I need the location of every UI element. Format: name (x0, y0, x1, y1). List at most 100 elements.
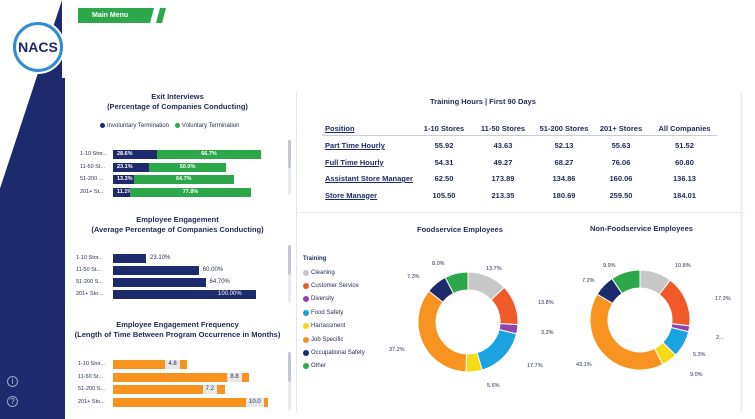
table-cell: 49.27 (493, 157, 513, 167)
donut-slice-customer-service[interactable] (658, 279, 691, 327)
donut-slice-label: 7.2% (582, 278, 595, 284)
bar-category-label: 11-50 St... (80, 163, 105, 170)
table-cell: 134.86 (552, 174, 576, 183)
bar-value: 4.8 (165, 360, 180, 369)
main-menu-button[interactable]: Main Menu (78, 8, 150, 23)
donut-slice-harrassment[interactable] (653, 341, 677, 366)
table-cell: 62.50 (434, 174, 454, 183)
donut-slice-label: 7.3% (407, 274, 420, 280)
donut-slice-job-specific[interactable] (589, 293, 664, 371)
table-header: All Companies (658, 124, 711, 133)
donut-slice-label: 3.2% (541, 330, 554, 336)
bar-voluntary: 66.7% (157, 150, 261, 159)
donut-slice-occupational-safety[interactable] (596, 277, 623, 305)
scrollbar[interactable] (288, 245, 291, 303)
table-header: 11-50 Stores (480, 124, 526, 133)
table-cell: 136.13 (673, 174, 696, 183)
table-cell: 60.80 (675, 157, 694, 167)
legend-item: Food Safety (303, 306, 365, 319)
legend-label: Food Safety (311, 309, 344, 316)
scrollbar[interactable] (288, 140, 291, 195)
legend-swatch (303, 350, 309, 357)
legend-item: Other (303, 360, 365, 373)
bar-category-label: 201+ St... (80, 188, 104, 195)
donut-slice-diversity[interactable] (670, 323, 691, 333)
donut-slice-harrassment[interactable] (465, 352, 483, 373)
bar-value: 100.00% (218, 291, 242, 297)
frequency-bar (113, 385, 225, 394)
table-cell: 160.06 (609, 174, 633, 183)
table-header: Position (325, 124, 355, 133)
table-cell: 52.13 (554, 141, 574, 150)
info-icon[interactable]: i (7, 376, 18, 387)
donut-slice-other[interactable] (611, 269, 641, 295)
bar-category-label: 11-50 St... (76, 267, 101, 273)
table-cell: 173.89 (491, 174, 515, 183)
bar-value: 23.10% (150, 255, 171, 261)
donut-slice-customer-service[interactable] (490, 286, 519, 326)
donut-slice-label: 37.2% (389, 347, 405, 353)
legend-item: Harrassment (303, 320, 365, 333)
bar-value: 60.00% (202, 267, 224, 273)
table-cell: 259.50 (609, 190, 633, 200)
bar-category-label: 51-200 ... (80, 176, 104, 182)
bar-category-label: 201+ Sto... (78, 398, 105, 405)
donut-slice-food-safety[interactable] (476, 329, 518, 371)
legend-swatch (303, 269, 309, 276)
table-header-rule (322, 135, 717, 136)
bar-voluntary: 77.8% (130, 187, 251, 197)
donut-slice-job-specific[interactable] (417, 290, 468, 373)
bar-involuntary: 28.6% (113, 150, 158, 159)
divider (300, 212, 745, 213)
help-icon[interactable]: ? (7, 396, 18, 407)
table-row-position[interactable]: Full Time Hourly (325, 157, 384, 167)
legend-item: Cleaning (303, 266, 365, 279)
donut-slice-other[interactable] (444, 271, 469, 295)
bar-value: 64.70% (209, 279, 230, 285)
legend-swatch (303, 363, 309, 370)
legend-item: Job Specific (303, 333, 365, 346)
donut-slice-diversity[interactable] (498, 323, 519, 335)
donut-slice-label: 9.0% (690, 372, 703, 378)
nacs-logo[interactable]: NACS (13, 22, 63, 72)
donut-slice-cleaning[interactable] (639, 269, 671, 296)
table-cell: 55.63 (611, 141, 631, 150)
bar-value: 8.8 (227, 372, 242, 382)
legend-item: Diversity (303, 293, 365, 306)
table-cell: 180.69 (552, 190, 576, 200)
table-header: 51-200 Stores (539, 124, 589, 133)
donut-slice-label: 5.3% (693, 352, 706, 358)
table-cell: 76.06 (611, 157, 631, 167)
frequency-bar (113, 360, 188, 369)
scrollbar[interactable] (288, 352, 291, 410)
legend-voluntary: Voluntary Termination (174, 123, 240, 129)
legend-label: Occupational Safety (311, 350, 365, 357)
page-scrollbar[interactable] (740, 92, 743, 412)
engagement-bar (113, 278, 206, 287)
legend-label: Customer Service (311, 283, 359, 290)
table-row-position[interactable]: Store Manager (325, 190, 378, 200)
table-row-position[interactable]: Assistant Store Manager (325, 174, 413, 183)
menu-stripe (156, 8, 166, 23)
legend-label: Harrassment (311, 323, 346, 330)
divider (296, 92, 297, 412)
table-header: 1-10 Stores (423, 124, 465, 133)
bar-value: 7.2 (202, 385, 217, 394)
donut-slice-occupational-safety[interactable] (428, 276, 455, 303)
table-cell: 55.92 (434, 141, 454, 150)
donut-slice-cleaning[interactable] (467, 271, 505, 301)
engagement-bar (113, 266, 199, 275)
table-row-position[interactable]: Part Time Hourly (325, 141, 385, 150)
donut-slice-food-safety[interactable] (662, 326, 690, 356)
donut-slice-label: 13.7% (486, 266, 502, 272)
bar-involuntary: 11.1% (113, 187, 132, 197)
legend-swatch (303, 309, 309, 316)
bar-category-label: 1-10 Stor... (80, 151, 107, 157)
bar-involuntary: 13.3% (113, 175, 134, 184)
engagement-bar (113, 290, 256, 299)
legend-item: Customer Service (303, 279, 365, 292)
menu-stripe (144, 8, 154, 23)
bar-voluntary: 50.0% (148, 162, 227, 172)
donut-slice-label: 10.8% (675, 263, 691, 269)
donut-slice-label: 5.6% (487, 383, 500, 389)
